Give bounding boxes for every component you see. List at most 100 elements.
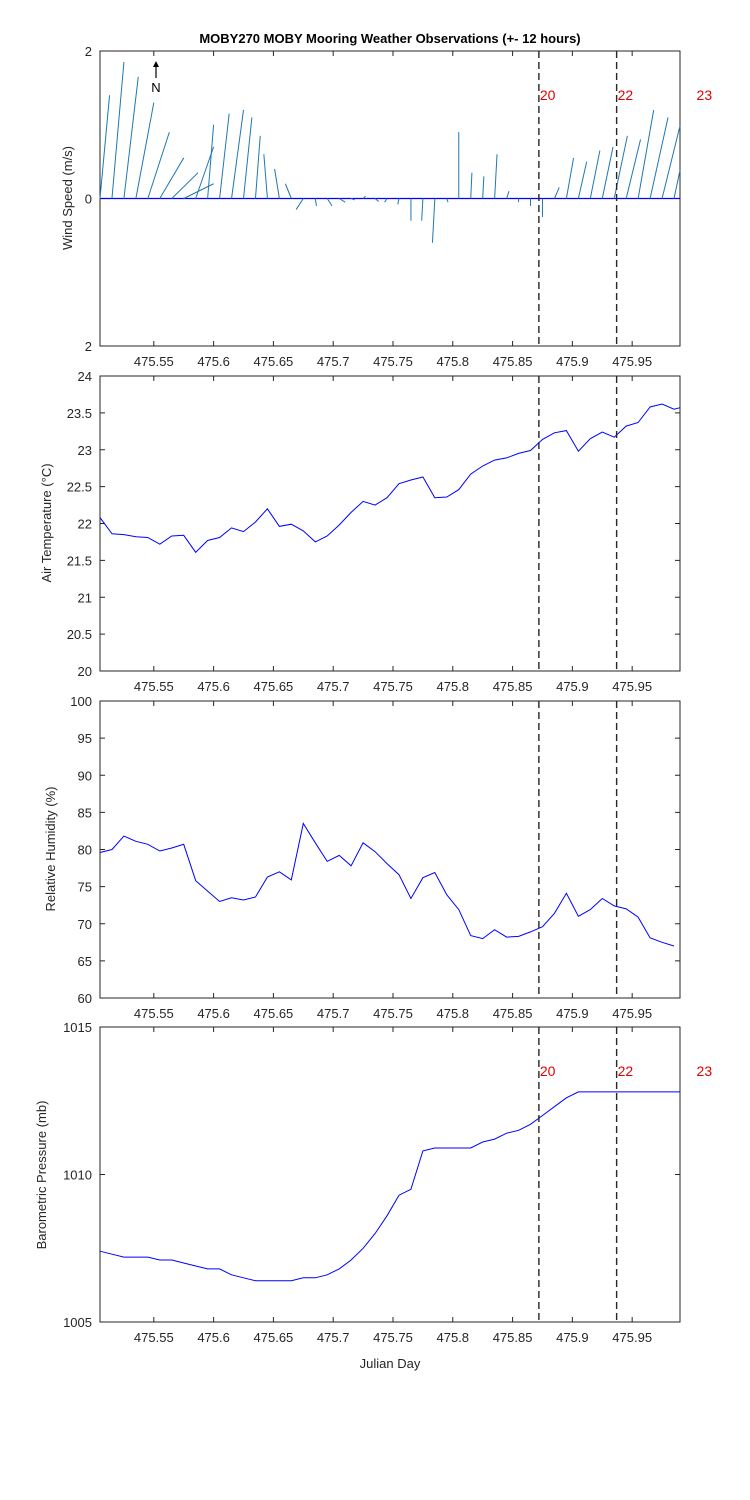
air-temperature-plot-area xyxy=(99,375,681,672)
wind-vector xyxy=(649,117,669,199)
wind-vector xyxy=(314,198,317,206)
wind-vector xyxy=(384,198,388,203)
air-temperature-ylabel: Air Temperature (°C) xyxy=(39,463,54,582)
relative-humidity-ytick-label: 70 xyxy=(78,917,92,932)
air-temperature-xtick-label: 475.55 xyxy=(134,679,174,694)
wind-xtick-label: 475.85 xyxy=(493,354,533,369)
wind-vector xyxy=(243,117,253,199)
panel-barometric-pressure: 475.55 475.6 475.65 475.7 475.75 475.8 475.85 4… xyxy=(34,1020,712,1371)
panel-air-temperature: 475.55 475.6 475.65 475.7 475.75 475.8 475.85 4… xyxy=(39,369,681,694)
barometric-pressure-ylabel: Barometric Pressure (mb) xyxy=(34,1101,49,1250)
relative-humidity-line xyxy=(99,822,675,947)
barometric-pressure-marker-label: 20 xyxy=(540,1063,556,1079)
wind-vector xyxy=(295,198,304,210)
relative-humidity-ylabel: Relative Humidity (%) xyxy=(43,787,58,912)
wind-xtick-label: 475.7 xyxy=(317,354,350,369)
relative-humidity-ytick-label: 60 xyxy=(78,991,92,1006)
barometric-pressure-series: 475.55 475.6 475.65 475.7 475.75 475.8 475.85 4… xyxy=(63,1020,712,1345)
air-temperature-ytick-label: 20.5 xyxy=(67,627,92,642)
wind-vector xyxy=(362,195,366,199)
wind-vector xyxy=(661,125,681,199)
relative-humidity-xtick-label: 475.9 xyxy=(556,1006,589,1021)
wind-vector xyxy=(565,157,575,199)
wind-vector xyxy=(589,150,601,199)
wind-vector xyxy=(284,183,292,199)
air-temperature-ytick-label: 23 xyxy=(78,443,92,458)
wind-xtick-label: 475.55 xyxy=(134,354,174,369)
air-temperature-ytick-label: 24 xyxy=(78,369,92,384)
wind-vector xyxy=(446,198,449,203)
air-temperature-xtick-label: 475.65 xyxy=(254,679,294,694)
wind-vector xyxy=(231,109,245,199)
air-temperature-ytick-label: 22 xyxy=(78,517,92,532)
air-temperature-ytick-label: 21.5 xyxy=(67,553,92,568)
panel-wind: 475.55 475.6 475.65 475.7 475.75 475.8 475.85 4… xyxy=(60,44,712,369)
relative-humidity-xtick-label: 475.85 xyxy=(493,1006,533,1021)
wind-vector xyxy=(111,62,125,199)
barometric-pressure-marker-label: 22 xyxy=(618,1063,634,1079)
air-temperature-ytick-label: 23.5 xyxy=(67,406,92,421)
wind-vector xyxy=(421,198,424,221)
wind-vector xyxy=(219,113,230,199)
barometric-pressure-ytick-label: 1010 xyxy=(63,1168,92,1183)
relative-humidity-xtick-label: 475.65 xyxy=(254,1006,294,1021)
wind-vector xyxy=(123,76,139,199)
wind-xtick-label: 475.65 xyxy=(254,354,294,369)
wind-vector xyxy=(326,198,333,207)
barometric-pressure-xtick-label: 475.55 xyxy=(134,1330,174,1345)
air-temperature-series: 475.55 475.6 475.65 475.7 475.75 475.8 475.85 4… xyxy=(67,369,681,694)
air-temperature-ytick-label: 20 xyxy=(78,664,92,679)
wind-vector xyxy=(338,198,346,203)
barometric-pressure-xtick-label: 475.65 xyxy=(254,1330,294,1345)
relative-humidity-xtick-label: 475.8 xyxy=(437,1006,470,1021)
wind-ytick-label: 0 xyxy=(85,192,92,207)
air-temperature-xtick-label: 475.9 xyxy=(556,679,589,694)
air-temperature-xtick-label: 475.85 xyxy=(493,679,533,694)
barometric-pressure-xtick-label: 475.8 xyxy=(437,1330,470,1345)
wind-vector xyxy=(553,187,560,199)
figure-title: MOBY270 MOBY Mooring Weather Observation… xyxy=(199,31,580,46)
wind-vector xyxy=(397,198,400,205)
barometric-pressure-xtick-label: 475.6 xyxy=(197,1330,230,1345)
wind-marker-label: 23 xyxy=(697,87,713,103)
relative-humidity-ytick-label: 65 xyxy=(78,954,92,969)
wind-vector xyxy=(254,135,261,199)
north-arrowhead-icon xyxy=(153,61,159,67)
air-temperature-xtick-label: 475.6 xyxy=(197,679,230,694)
relative-humidity-xtick-label: 475.6 xyxy=(197,1006,230,1021)
wind-vector xyxy=(147,131,170,199)
wind-vector xyxy=(274,168,280,199)
wind-vector xyxy=(374,198,379,202)
x-axis-label: Julian Day xyxy=(360,1356,421,1371)
barometric-pressure-ytick-label: 1005 xyxy=(63,1315,92,1330)
north-indicator: N xyxy=(151,61,161,95)
wind-vector xyxy=(625,139,642,199)
relative-humidity-ytick-label: 85 xyxy=(78,805,92,820)
wind-vector xyxy=(207,124,215,199)
relative-humidity-xtick-label: 475.95 xyxy=(612,1006,652,1021)
air-temperature-line xyxy=(99,403,681,554)
barometric-pressure-xtick-label: 475.7 xyxy=(317,1330,350,1345)
relative-humidity-xtick-label: 475.7 xyxy=(317,1006,350,1021)
barometric-pressure-line xyxy=(99,1091,680,1282)
relative-humidity-xtick-label: 475.75 xyxy=(373,1006,413,1021)
wind-vector xyxy=(506,190,510,199)
wind-xtick-label: 475.9 xyxy=(556,354,589,369)
air-temperature-ytick-label: 21 xyxy=(78,590,92,605)
wind-xtick-label: 475.6 xyxy=(197,354,230,369)
relative-humidity-ytick-label: 75 xyxy=(78,880,92,895)
air-temperature-xtick-label: 475.75 xyxy=(373,679,413,694)
barometric-pressure-plot-area xyxy=(99,1026,681,1323)
wind-vector xyxy=(135,102,155,199)
wind-ylabel: Wind Speed (m/s) xyxy=(60,146,75,250)
air-temperature-xtick-label: 475.95 xyxy=(612,679,652,694)
barometric-pressure-xtick-label: 475.9 xyxy=(556,1330,589,1345)
wind-vector xyxy=(482,176,485,199)
barometric-pressure-xtick-label: 475.85 xyxy=(493,1330,533,1345)
wind-ytick-label: 2 xyxy=(85,44,92,59)
relative-humidity-ytick-label: 80 xyxy=(78,843,92,858)
wind-vector xyxy=(494,154,498,199)
wind-marker-label: 20 xyxy=(540,87,556,103)
barometric-pressure-ytick-label: 1015 xyxy=(63,1020,92,1035)
